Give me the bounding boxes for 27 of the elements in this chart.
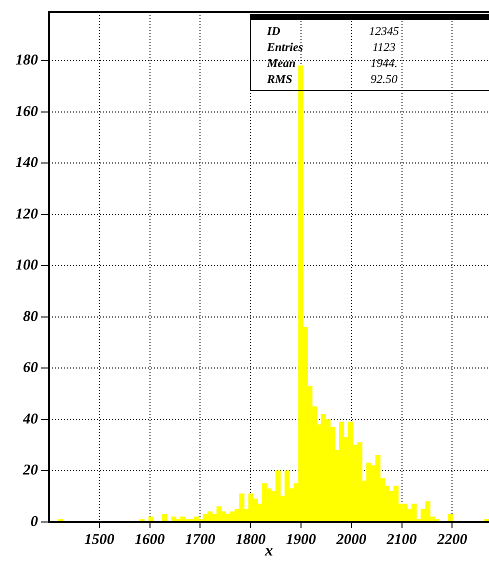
annotation: ID	[266, 24, 282, 38]
y-tick-label: 120	[16, 206, 38, 222]
x-tick-label: 1900	[286, 532, 317, 548]
annotation: Mean	[266, 56, 297, 70]
y-tick-label: 140	[16, 155, 38, 172]
y-tick-label: 20	[22, 462, 38, 479]
y-tick-label: 60	[23, 360, 38, 376]
y-tick-label: 160	[16, 104, 38, 120]
x-tick-label: 1800	[236, 532, 266, 548]
annotation: RMS	[266, 72, 294, 86]
y-tick-label: 180	[16, 52, 38, 69]
annotation: 12345	[368, 24, 400, 38]
y-tick-label: 40	[22, 411, 38, 428]
x-tick-label: 2000	[335, 532, 367, 548]
y-tick-label: 80	[23, 308, 38, 325]
y-tick-label: 0	[30, 514, 38, 530]
x-axis-title: x	[264, 542, 273, 560]
x-tick-label: 1600	[134, 532, 166, 548]
x-tick-label: 1700	[185, 532, 216, 548]
x-tick-label: 2100	[386, 532, 418, 548]
annotation: 92.50	[370, 72, 398, 86]
annotation: 1944.	[370, 56, 398, 70]
x-tick-label: 2200	[436, 532, 468, 548]
annotation: 1123	[371, 40, 397, 54]
annotation: Entries	[266, 40, 304, 54]
y-tick-label: 100	[16, 258, 38, 274]
x-tick-label: 1500	[84, 532, 115, 548]
